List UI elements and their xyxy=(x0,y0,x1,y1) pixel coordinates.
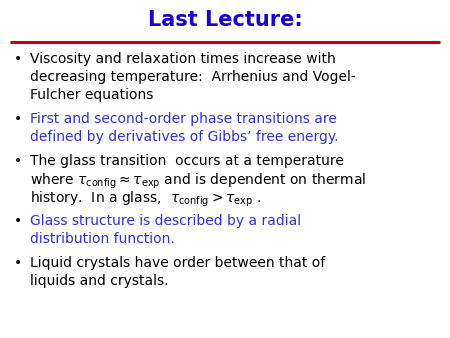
Text: Glass structure is described by a radial: Glass structure is described by a radial xyxy=(30,214,301,228)
Text: Last Lecture:: Last Lecture: xyxy=(148,10,302,30)
Text: •: • xyxy=(14,154,22,168)
Text: •: • xyxy=(14,52,22,66)
Text: decreasing temperature:  Arrhenius and Vogel-: decreasing temperature: Arrhenius and Vo… xyxy=(30,70,356,84)
Text: Fulcher equations: Fulcher equations xyxy=(30,88,153,102)
Text: •: • xyxy=(14,214,22,228)
Text: history.  In a glass,  $\tau_{\mathrm{config}} > \tau_{\mathrm{exp}}$ .: history. In a glass, $\tau_{\mathrm{conf… xyxy=(30,190,261,209)
Text: liquids and crystals.: liquids and crystals. xyxy=(30,274,168,288)
Text: Liquid crystals have order between that of: Liquid crystals have order between that … xyxy=(30,256,325,270)
Text: defined by derivatives of Gibbs’ free energy.: defined by derivatives of Gibbs’ free en… xyxy=(30,130,338,144)
Text: •: • xyxy=(14,256,22,270)
Text: distribution function.: distribution function. xyxy=(30,232,175,246)
Text: where $\tau_{\mathrm{config}} \approx \tau_{\mathrm{exp}}$ and is dependent on t: where $\tau_{\mathrm{config}} \approx \t… xyxy=(30,172,366,191)
Text: First and second-order phase transitions are: First and second-order phase transitions… xyxy=(30,112,337,126)
Text: Viscosity and relaxation times increase with: Viscosity and relaxation times increase … xyxy=(30,52,336,66)
Text: The glass transition  occurs at a temperature: The glass transition occurs at a tempera… xyxy=(30,154,344,168)
Text: •: • xyxy=(14,112,22,126)
